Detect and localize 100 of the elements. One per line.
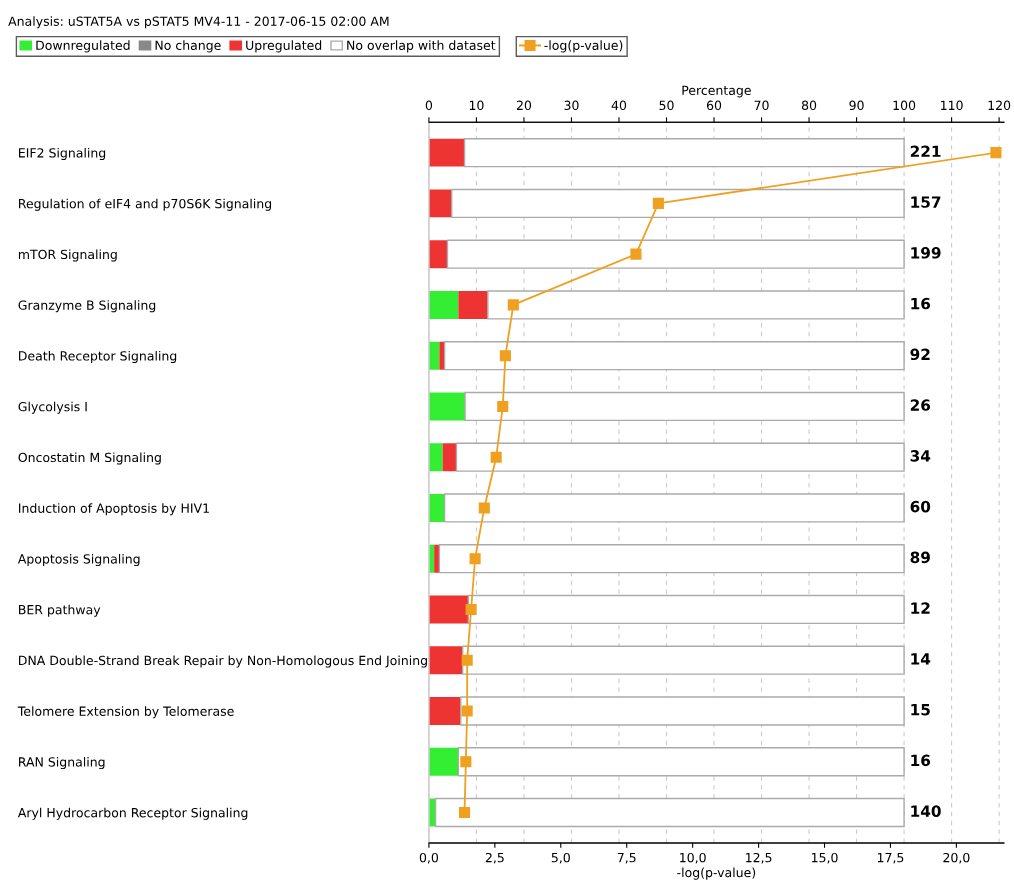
x2-tick-label: 5,0 (551, 852, 570, 864)
x-tick-label: 110 (941, 100, 963, 111)
annotation: 12 (911, 602, 930, 614)
annotation: 34 (910, 450, 931, 462)
y-tick-label: Induction of Apoptosis by HIV1 (19, 503, 209, 516)
annotation: 26 (910, 399, 931, 411)
x2-tick-label: 10,0 (680, 852, 706, 864)
text: Analysis: uSTAT5A vs pSTAT5 MV4-11 - 2017-06-15 02:00 AM (8, 16, 389, 29)
x2-tick-label: 17,5 (877, 853, 904, 864)
bar (434, 797, 905, 828)
bar (439, 341, 445, 370)
y-tick-label: DNA Double-Strand Break Repair by Non-Homologous End Joining (19, 655, 427, 668)
bar (446, 239, 905, 269)
y-tick-label: Glycolysis I (18, 401, 87, 414)
bar (487, 290, 905, 320)
x-tick-label: 70 (754, 100, 769, 111)
point (461, 705, 473, 717)
y-tick-label: Death Receptor Signaling (19, 350, 177, 364)
x-tick-label: 100 (893, 100, 916, 111)
x-tick-label: 120 (988, 100, 1011, 111)
bar (442, 443, 457, 472)
x2-tick-label: 15,0 (811, 852, 838, 864)
annotation: 89 (910, 551, 930, 564)
bar (428, 443, 443, 472)
point (499, 350, 511, 362)
x-axis-title: Percentage (682, 85, 751, 98)
bar (443, 493, 905, 523)
x-tick-label: 30 (564, 100, 579, 111)
point (460, 756, 472, 768)
point (490, 451, 502, 463)
bar (428, 595, 469, 624)
bar (428, 290, 459, 319)
point (990, 147, 1002, 159)
bar (457, 747, 905, 777)
y-tick-label: BER pathway (19, 604, 101, 617)
annotation: 140 (911, 805, 941, 817)
x2-tick-label: 7,5 (617, 853, 636, 864)
bar (438, 544, 905, 574)
x-tick-label: 40 (611, 100, 627, 111)
legend-label: -log(p-value) (544, 40, 623, 53)
annotation: 14 (911, 653, 931, 665)
x-tick-label: 90 (849, 100, 864, 111)
bar (428, 189, 452, 218)
bar (464, 391, 905, 422)
point (478, 502, 490, 514)
bar (443, 341, 905, 371)
bar (428, 392, 466, 421)
bar (460, 696, 905, 726)
x-tick-label: 0 (425, 100, 433, 111)
y-tick-label: Aryl Hydrocarbon Receptor Signaling (17, 807, 248, 820)
point (469, 553, 481, 565)
point (652, 197, 664, 209)
point (458, 806, 471, 819)
legend-label: No change (155, 40, 221, 53)
bar (428, 240, 448, 269)
bar (463, 138, 905, 168)
x-tick-label: 20 (516, 100, 532, 111)
point (461, 654, 473, 666)
y-tick-label: Apoptosis Signaling (17, 553, 140, 567)
y-tick-label: Granzyme B Signaling (18, 300, 156, 313)
bar (428, 138, 465, 167)
annotation: 16 (911, 297, 931, 310)
y-tick-label: Telomere Extension by Telomerase (17, 706, 234, 719)
point (465, 603, 477, 616)
bar (428, 646, 463, 675)
x2-tick-label: 12,5 (746, 852, 772, 864)
bar (467, 594, 905, 625)
annotation: 16 (911, 754, 931, 767)
point (497, 400, 509, 412)
annotation: 221 (910, 145, 941, 157)
annotation: 15 (911, 704, 930, 716)
x-tick-label: 80 (801, 100, 817, 111)
y-tick-label: RAN Signaling (19, 756, 105, 770)
y-tick-label: Oncostatin M Signaling (18, 452, 161, 465)
bar (461, 645, 905, 675)
y-tick-label: EIF2 Signaling (19, 147, 106, 161)
x2-tick-label: 20,0 (943, 852, 970, 864)
bar (428, 747, 459, 776)
annotation: 60 (910, 500, 931, 513)
x2-axis-title: -log(p-value) (677, 867, 756, 880)
annotation: 92 (910, 348, 930, 361)
bar (455, 442, 905, 472)
y-tick-label: mTOR Signaling (18, 249, 117, 262)
bar (458, 290, 488, 319)
bar (451, 188, 905, 219)
point (507, 299, 519, 311)
x-tick-label: 60 (706, 100, 722, 111)
point (630, 248, 642, 260)
y-tick-label: Regulation of eIF4 and p70S6K Signaling (19, 198, 272, 211)
legend-label: Upregulated (246, 40, 322, 53)
x2-tick-label: 2,5 (485, 852, 504, 864)
x-tick-label: 10 (469, 100, 484, 111)
bar (434, 544, 440, 573)
bar (428, 697, 461, 725)
annotation: 157 (911, 196, 941, 208)
x-tick-label: 50 (659, 100, 674, 111)
x2-tick-label: 0,0 (419, 852, 439, 864)
legend-label: No overlap with dataset (347, 40, 496, 53)
legend-label: Downregulated (36, 40, 130, 53)
annotation: 199 (911, 247, 941, 259)
